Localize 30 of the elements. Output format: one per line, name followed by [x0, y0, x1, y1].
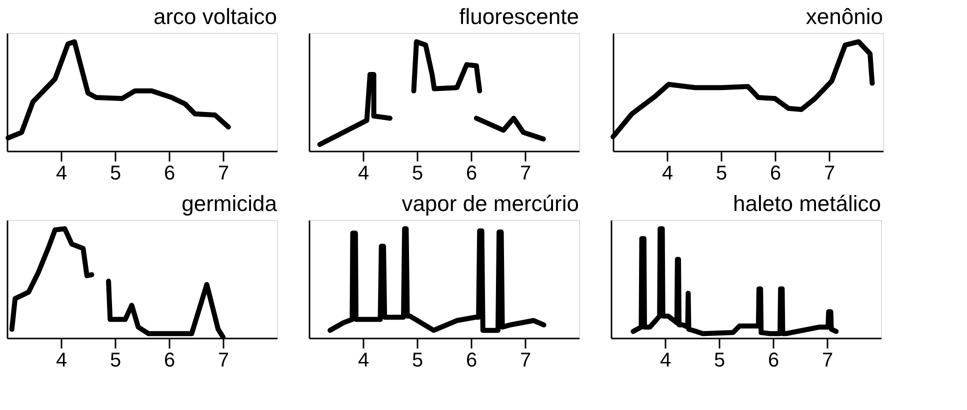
- x-tick-label: 7: [218, 162, 230, 184]
- x-tick-label: 5: [714, 350, 726, 372]
- x-tick-label: 5: [412, 162, 424, 184]
- chart-title: arco voltaico: [153, 4, 277, 29]
- chart-title: germicida: [182, 191, 278, 216]
- x-tick-label: 4: [662, 162, 674, 184]
- x-tick-label: 5: [110, 162, 122, 184]
- x-tick-label: 5: [716, 162, 728, 184]
- x-tick-label: 6: [466, 350, 478, 372]
- x-tick-label: 4: [358, 162, 370, 184]
- x-tick-label: 7: [520, 350, 532, 372]
- x-tick-label: 7: [824, 162, 836, 184]
- x-tick-label: 5: [110, 350, 122, 372]
- x-tick-label: 6: [466, 162, 478, 184]
- x-tick-label: 4: [56, 162, 68, 184]
- x-tick-label: 5: [412, 350, 424, 372]
- x-tick-label: 6: [164, 350, 176, 372]
- x-tick-label: 7: [218, 350, 230, 372]
- chart-title: fluorescente: [459, 4, 579, 29]
- chart-title: haleto metálico: [733, 191, 881, 216]
- chart-title: xenônio: [806, 4, 883, 29]
- x-tick-label: 7: [520, 162, 532, 184]
- x-tick-label: 6: [770, 162, 782, 184]
- x-tick-label: 4: [56, 350, 68, 372]
- x-tick-label: 6: [164, 162, 176, 184]
- x-tick-label: 4: [660, 350, 672, 372]
- chart-title: vapor de mercúrio: [402, 191, 579, 216]
- x-tick-label: 4: [358, 350, 370, 372]
- x-tick-label: 7: [822, 350, 834, 372]
- x-tick-label: 6: [768, 350, 780, 372]
